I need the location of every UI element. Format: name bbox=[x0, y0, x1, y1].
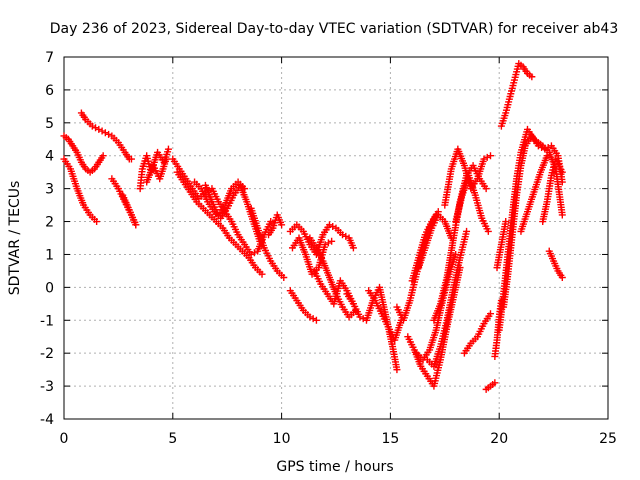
data-point bbox=[98, 127, 106, 135]
y-tick-label: -2 bbox=[40, 346, 54, 362]
series-arc-01 bbox=[60, 155, 101, 226]
y-tick-label: 2 bbox=[45, 215, 54, 231]
data-point bbox=[258, 270, 266, 278]
y-tick-label: -1 bbox=[40, 313, 54, 329]
data-point bbox=[359, 315, 367, 323]
x-tick-label: 5 bbox=[168, 431, 177, 447]
series-arc-12 bbox=[247, 204, 288, 281]
series-arc-38 bbox=[539, 155, 566, 226]
series-arc-29 bbox=[452, 171, 492, 235]
series-arc-16 bbox=[286, 287, 320, 324]
data-point bbox=[267, 218, 275, 226]
data-point bbox=[484, 227, 492, 235]
data-point bbox=[558, 168, 566, 176]
y-axis-label: SDTVAR / TECUs bbox=[7, 181, 23, 296]
data-point bbox=[278, 221, 286, 229]
data-point bbox=[132, 221, 140, 229]
x-tick-label: 0 bbox=[60, 431, 69, 447]
x-axis: 0 5 10 15 20 25 bbox=[60, 57, 617, 447]
series-arc-34 bbox=[497, 60, 536, 130]
data-point bbox=[558, 273, 566, 281]
y-tick-label: -4 bbox=[40, 412, 54, 428]
data-point bbox=[486, 152, 494, 160]
series-arc-03 bbox=[77, 109, 135, 163]
series-arc-36 bbox=[495, 125, 566, 334]
data-point bbox=[528, 73, 536, 81]
data-point bbox=[93, 218, 101, 226]
series-arc-31 bbox=[482, 379, 499, 393]
data-point bbox=[95, 125, 103, 133]
x-tick-label: 15 bbox=[381, 431, 399, 447]
data-point bbox=[92, 124, 100, 132]
series-arc-05 bbox=[119, 191, 140, 229]
data-point bbox=[463, 227, 471, 235]
y-tick-label: 5 bbox=[45, 116, 54, 132]
series-arc-27 bbox=[430, 162, 490, 324]
series-arc-33 bbox=[493, 218, 510, 272]
grid bbox=[64, 57, 608, 419]
series-arc-37 bbox=[517, 152, 551, 235]
data-point bbox=[280, 273, 288, 281]
plot-frame bbox=[63, 56, 609, 420]
y-tick-label: 7 bbox=[45, 50, 54, 66]
data-point bbox=[491, 379, 499, 387]
data-point bbox=[342, 232, 350, 240]
series-arc-26 bbox=[408, 208, 442, 285]
data-point bbox=[309, 315, 317, 323]
series-arc-30 bbox=[460, 310, 494, 357]
data-point bbox=[486, 310, 494, 318]
series-arc-07 bbox=[143, 155, 170, 186]
x-tick-label: 20 bbox=[490, 431, 508, 447]
data-point bbox=[162, 155, 170, 163]
series-arc-20 bbox=[365, 287, 405, 344]
data-point bbox=[127, 155, 135, 163]
series-arc-11 bbox=[201, 178, 249, 219]
series-arc-13 bbox=[265, 211, 286, 239]
series-arc-09 bbox=[173, 168, 266, 278]
y-tick-label: 6 bbox=[45, 83, 54, 99]
data-point bbox=[558, 211, 566, 219]
data-point bbox=[99, 152, 107, 160]
data-point bbox=[393, 366, 401, 374]
data-point bbox=[250, 249, 258, 257]
data-point bbox=[164, 145, 172, 153]
data-point bbox=[324, 239, 332, 247]
y-axis: -4 -3 -2 -1 0 1 2 3 4 5 6 7 bbox=[40, 50, 608, 428]
y-tick-label: 0 bbox=[45, 280, 54, 296]
y-tick-label: 1 bbox=[45, 247, 54, 263]
x-tick-label: 10 bbox=[273, 431, 291, 447]
data-point bbox=[482, 185, 490, 193]
y-tick-label: 3 bbox=[45, 182, 54, 198]
series-arc-39 bbox=[545, 247, 566, 281]
x-axis-label: GPS time / hours bbox=[276, 459, 393, 475]
y-tick-label: 4 bbox=[45, 149, 54, 165]
series-arc-02 bbox=[60, 132, 107, 176]
series-arc-17 bbox=[306, 234, 360, 321]
data-points bbox=[60, 60, 566, 393]
series-arc-15 bbox=[288, 234, 336, 278]
data-point bbox=[241, 185, 249, 193]
data-point bbox=[543, 152, 551, 160]
chart-title: Day 236 of 2023, Sidereal Day-to-day VTE… bbox=[50, 21, 619, 37]
data-point bbox=[328, 237, 336, 245]
data-point bbox=[312, 316, 320, 324]
data-point bbox=[329, 222, 337, 230]
data-point bbox=[101, 129, 109, 137]
data-point bbox=[349, 244, 357, 252]
x-tick-label: 25 bbox=[599, 431, 617, 447]
data-point bbox=[434, 208, 442, 216]
data-point bbox=[483, 153, 491, 161]
data-point bbox=[502, 218, 510, 226]
y-tick-label: -3 bbox=[40, 379, 54, 395]
series-arc-24 bbox=[423, 227, 471, 370]
data-point bbox=[105, 130, 113, 138]
